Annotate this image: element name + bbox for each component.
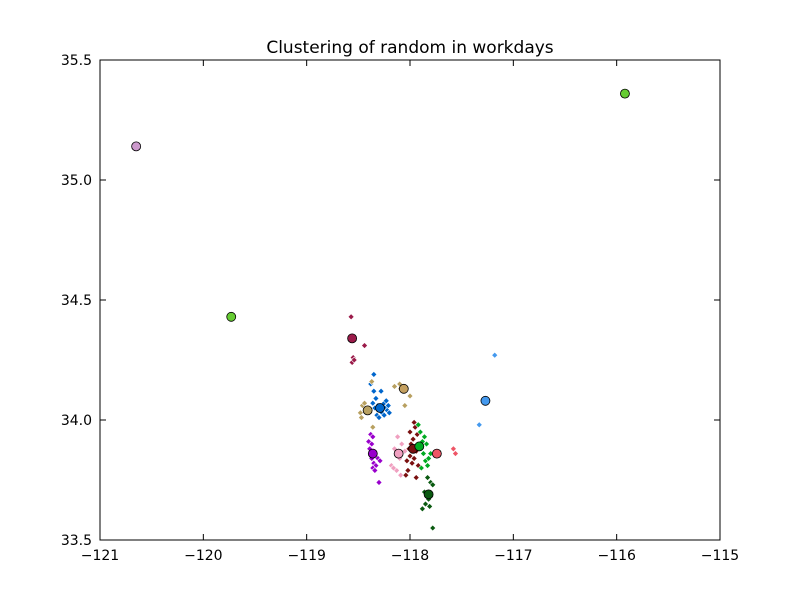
data-point xyxy=(429,481,437,489)
cluster-centroid xyxy=(480,395,491,406)
y-axis: 33.5 34.0 34.5 35.0 35.5 xyxy=(61,53,720,549)
data-point xyxy=(410,454,418,462)
data-point xyxy=(375,478,383,486)
data-point xyxy=(385,409,393,417)
data-point xyxy=(402,471,410,479)
data-point xyxy=(372,394,380,402)
y-tick-label: 35.0 xyxy=(61,173,92,189)
data-point xyxy=(390,464,397,472)
data-point xyxy=(414,421,422,429)
data-point xyxy=(412,474,420,482)
cluster-centroid xyxy=(414,441,425,452)
y-tick-label: 34.5 xyxy=(61,293,92,309)
data-point xyxy=(368,440,376,448)
x-tick-label: −116 xyxy=(597,548,636,564)
data-point xyxy=(408,459,416,467)
data-point xyxy=(368,378,376,386)
data-point xyxy=(406,428,414,436)
data-point xyxy=(418,505,426,513)
data-point xyxy=(369,423,377,431)
data-point xyxy=(382,397,390,405)
cluster-centroid xyxy=(362,405,373,416)
data-point xyxy=(422,500,429,508)
data-point xyxy=(416,428,424,436)
x-axis: −121 −120 −119 −118 −117 −116 −115 xyxy=(81,60,739,564)
cluster-centroid xyxy=(620,88,630,99)
cluster-centroid xyxy=(423,489,434,500)
data-point xyxy=(417,464,425,472)
data-point xyxy=(391,382,398,390)
y-tick-label: 34.0 xyxy=(61,413,92,429)
data-point xyxy=(369,433,377,441)
data-point xyxy=(452,450,459,458)
data-point xyxy=(426,502,434,510)
data-point xyxy=(403,457,411,465)
cluster-centroid xyxy=(226,311,237,322)
data-point xyxy=(423,440,430,448)
data-point xyxy=(380,411,388,419)
data-point xyxy=(475,421,483,429)
data-point xyxy=(350,356,358,364)
data-point xyxy=(376,457,384,465)
data-point xyxy=(424,474,431,482)
data-point xyxy=(406,452,414,460)
data-point xyxy=(369,399,377,407)
x-tick-label: −121 xyxy=(81,548,119,564)
cluster-centroid xyxy=(431,448,442,459)
data-point xyxy=(401,402,409,410)
cluster-centroid xyxy=(375,403,385,413)
data-point xyxy=(370,370,378,378)
data-point xyxy=(421,433,428,441)
x-tick-label: −118 xyxy=(391,548,429,564)
y-tick-label: 35.5 xyxy=(61,53,92,69)
data-point xyxy=(371,466,379,474)
cluster-centroid xyxy=(398,383,409,394)
data-point xyxy=(449,445,457,453)
data-point xyxy=(347,313,355,321)
data-marks xyxy=(131,88,630,532)
cluster-centroid xyxy=(131,141,142,152)
data-point xyxy=(394,433,402,441)
x-tick-label: −117 xyxy=(494,548,532,564)
data-point xyxy=(361,342,368,350)
data-point xyxy=(425,454,433,462)
chart-title: Clustering of random in workdays xyxy=(266,38,553,58)
y-tick-label: 33.5 xyxy=(61,533,92,549)
x-tick-label: −119 xyxy=(287,548,325,564)
data-point xyxy=(397,471,405,479)
data-point xyxy=(491,351,499,359)
cluster-centroid xyxy=(367,448,378,459)
data-point xyxy=(370,387,378,395)
data-point xyxy=(406,392,414,400)
data-point xyxy=(429,524,437,532)
data-point xyxy=(398,440,406,448)
x-tick-label: −120 xyxy=(184,548,222,564)
x-tick-label: −115 xyxy=(701,548,739,564)
data-point xyxy=(361,399,368,407)
data-point xyxy=(424,462,431,470)
cluster-centroid xyxy=(393,448,404,459)
data-point xyxy=(404,466,412,474)
data-point xyxy=(409,435,417,443)
data-point xyxy=(358,414,365,422)
data-point xyxy=(384,402,392,410)
cluster-centroid xyxy=(347,333,358,344)
data-point xyxy=(375,414,383,422)
data-point xyxy=(420,450,427,458)
data-point xyxy=(377,387,385,395)
